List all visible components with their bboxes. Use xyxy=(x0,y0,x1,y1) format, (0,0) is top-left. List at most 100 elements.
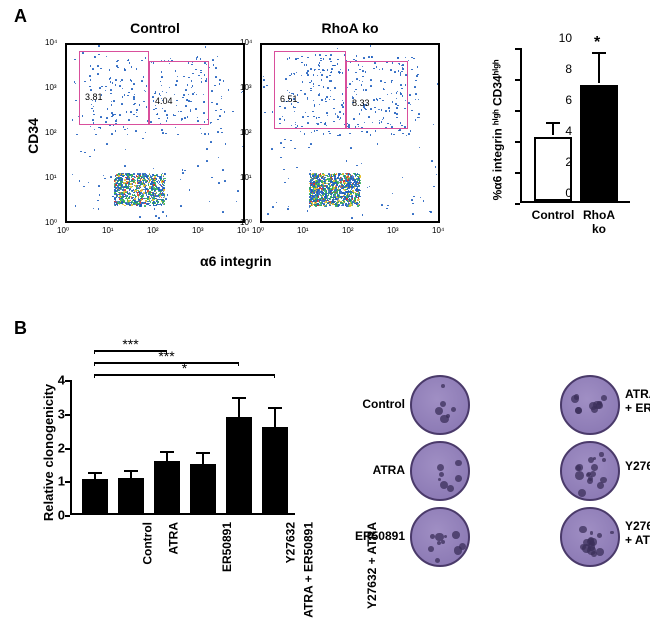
axis-tick: 10⁴ xyxy=(237,226,249,235)
colony-spot xyxy=(579,526,587,534)
error-bar xyxy=(274,408,276,427)
colony-spot xyxy=(444,535,447,538)
colony-well xyxy=(410,441,470,501)
error-bar xyxy=(202,453,204,464)
error-cap xyxy=(196,452,210,454)
facs-plot-2-title: RhoA ko xyxy=(260,20,440,36)
axis-tick: 10² xyxy=(342,226,354,235)
axis-tick: 10¹ xyxy=(102,226,114,235)
axis-tick: 10⁰ xyxy=(240,218,252,227)
axis-tick: 10⁴ xyxy=(45,38,57,47)
bar-b-y-tick: 4 xyxy=(40,373,65,388)
colony-spot xyxy=(601,395,607,401)
tick-mark xyxy=(65,481,70,483)
axis-tick: 10¹ xyxy=(297,226,309,235)
bar-b-atra xyxy=(118,478,144,513)
error-cap xyxy=(88,472,102,474)
error-bar xyxy=(166,452,168,460)
colony-spot xyxy=(430,534,435,539)
colony-spot xyxy=(447,485,454,492)
colony-label: ATRA xyxy=(345,463,405,477)
bar-b-y27632 xyxy=(226,417,252,513)
bar-b-x-label: ER50891 xyxy=(220,522,234,572)
bar-a-y-tick: 0 xyxy=(522,186,572,200)
facs-gate xyxy=(346,61,408,129)
significance-stars: *** xyxy=(158,348,174,364)
error-cap xyxy=(232,397,246,399)
colony-well xyxy=(410,507,470,567)
colony-spot xyxy=(441,384,445,388)
axis-tick: 10⁴ xyxy=(240,38,252,47)
facs-y-axis-label: CD34 xyxy=(25,118,41,154)
error-cap xyxy=(160,451,174,453)
bar-b-x-label: ATRA + ER50891 xyxy=(301,522,315,618)
panel-a: Control RhoA ko CD34 α6 integrin 3.814.0… xyxy=(10,8,640,288)
tick-mark xyxy=(65,448,70,450)
colony-spot xyxy=(428,546,434,552)
bar-a-y-tick: 10 xyxy=(522,31,572,45)
tick-mark xyxy=(515,172,520,174)
colony-label: ER50891 xyxy=(345,529,405,543)
error-cap xyxy=(268,407,282,409)
bar-a-rhoa-ko xyxy=(580,85,618,201)
significance-drop xyxy=(274,374,276,378)
colony-spot xyxy=(454,546,462,554)
significance-drop xyxy=(94,374,96,378)
axis-tick: 10³ xyxy=(240,83,252,92)
colony-spot xyxy=(602,458,606,462)
bar-a-y-tick: 2 xyxy=(522,155,572,169)
tick-mark xyxy=(515,203,520,205)
bar-b-atra-er50891 xyxy=(190,464,216,513)
colony-spot xyxy=(586,473,590,477)
axis-tick: 10³ xyxy=(387,226,399,235)
axis-tick: 10¹ xyxy=(240,173,252,182)
colony-well xyxy=(410,375,470,435)
bar-b-y27632-atra xyxy=(262,427,288,513)
tick-mark xyxy=(515,110,520,112)
bar-a-y-tick: 4 xyxy=(522,124,572,138)
colony-spot xyxy=(575,407,582,414)
bar-chart-a: %α6 integrin ʰⁱᵍʰ CD34ʰⁱᵍʰ * 0246810Cont… xyxy=(475,38,640,238)
significance-drop xyxy=(238,362,240,366)
error-cap xyxy=(124,470,138,472)
colony-spot xyxy=(590,531,594,535)
facs-plot-control: 3.814.04 xyxy=(65,43,245,223)
facs-plot-rhoa-ko: 6.518.33 xyxy=(260,43,440,223)
colony-spot xyxy=(597,533,602,538)
axis-tick: 10³ xyxy=(192,226,204,235)
colony-spot xyxy=(435,407,443,415)
colony-label: Y27632+ ATRA xyxy=(625,519,650,547)
colony-spot xyxy=(590,471,596,477)
bar-b-er50891 xyxy=(154,461,180,513)
colony-spot xyxy=(588,457,595,464)
colony-spot xyxy=(455,460,462,467)
error-bar xyxy=(598,53,600,82)
colony-spot xyxy=(452,531,459,538)
axis-tick: 10³ xyxy=(45,83,57,92)
colony-spot xyxy=(440,401,446,407)
bar-b-y-tick: 3 xyxy=(40,406,65,421)
colony-spot xyxy=(451,407,456,412)
tick-mark xyxy=(65,380,70,382)
colony-spot xyxy=(438,478,441,481)
axis-tick: 10¹ xyxy=(45,173,57,182)
axis-tick: 10⁰ xyxy=(57,226,69,235)
bar-b-axes: ******* xyxy=(70,380,295,515)
significance-stars: *** xyxy=(122,336,138,352)
bar-a-x-label: RhoA ko xyxy=(575,208,623,236)
colony-spot xyxy=(610,531,613,534)
colony-well xyxy=(560,441,620,501)
colony-spot xyxy=(600,477,607,484)
facs-gate-label: 3.81 xyxy=(85,92,103,102)
colony-spot xyxy=(596,548,604,556)
colony-spot xyxy=(596,402,602,408)
facs-gate xyxy=(79,51,149,125)
facs-gate xyxy=(274,51,346,129)
bar-b-control xyxy=(82,479,108,513)
colony-label: Control xyxy=(345,397,405,411)
axis-tick: 10⁰ xyxy=(252,226,264,235)
bar-b-y-tick: 0 xyxy=(40,508,65,523)
colony-spot xyxy=(435,558,440,563)
tick-mark xyxy=(65,414,70,416)
colony-spot xyxy=(437,464,444,471)
